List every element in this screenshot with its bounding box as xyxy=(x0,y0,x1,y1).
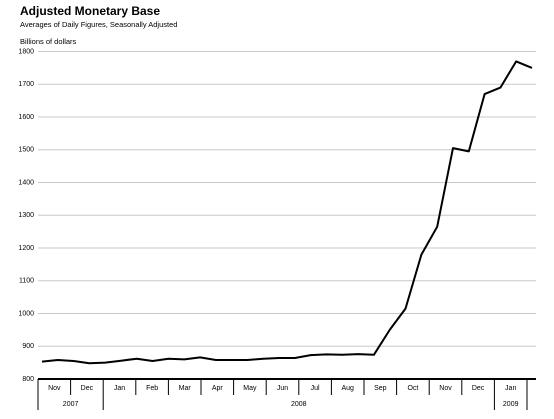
x-tick-label: Jan xyxy=(114,385,125,392)
x-year-label: 2007 xyxy=(63,401,79,408)
y-tick-label: 1600 xyxy=(18,114,34,121)
y-tick-label: 1000 xyxy=(18,310,34,317)
y-tick-label: 800 xyxy=(22,376,34,383)
x-tick-label: Nov xyxy=(48,385,61,392)
y-tick-label: 900 xyxy=(22,343,34,350)
y-tick-label: 1700 xyxy=(18,81,34,88)
x-tick-label: Nov xyxy=(439,385,452,392)
x-tick-label: Jun xyxy=(277,385,288,392)
x-tick-label: Jul xyxy=(311,385,320,392)
x-tick-label: Apr xyxy=(212,385,224,392)
x-tick-label: Sep xyxy=(374,385,387,392)
x-year-label: 2008 xyxy=(291,401,307,408)
x-tick-label: Dec xyxy=(472,385,485,392)
x-tick-label: Mar xyxy=(179,385,192,392)
line xyxy=(41,60,533,365)
y-tick-label: 1800 xyxy=(18,48,34,55)
x-tick-label: Aug xyxy=(341,385,354,392)
x-tick-label: May xyxy=(243,385,257,392)
x-tick-label: Jan xyxy=(505,385,516,392)
chart-subtitle: Averages of Daily Figures, Seasonally Ad… xyxy=(20,20,177,29)
y-tick-label: 1500 xyxy=(18,147,34,154)
chart-title: Adjusted Monetary Base xyxy=(20,4,160,18)
x-tick-label: Oct xyxy=(407,385,418,392)
x-year-label: 2009 xyxy=(503,401,519,408)
y-tick-label: 1200 xyxy=(18,245,34,252)
y-tick-label: 1300 xyxy=(18,212,34,219)
y-axis-label: Billions of dollars xyxy=(20,37,77,46)
x-tick-label: Feb xyxy=(146,385,158,392)
y-tick-label: 1400 xyxy=(18,179,34,186)
y-tick-label: 1100 xyxy=(19,278,34,285)
x-tick-label: Dec xyxy=(81,385,94,392)
